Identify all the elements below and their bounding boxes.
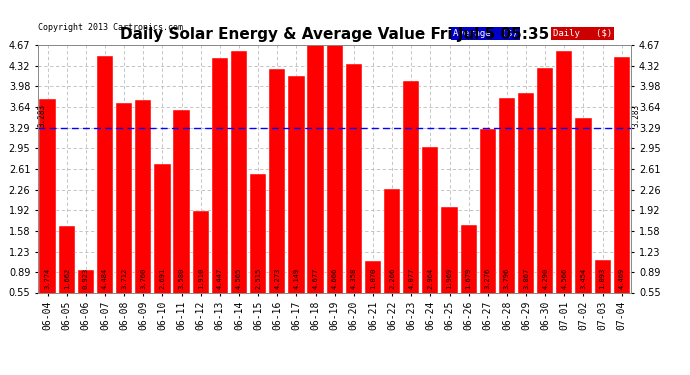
Text: 4.149: 4.149: [293, 268, 299, 290]
Text: 1.662: 1.662: [63, 268, 70, 290]
Bar: [365, 261, 381, 326]
Bar: [442, 207, 457, 326]
Text: 1.070: 1.070: [370, 268, 376, 290]
Bar: [575, 118, 591, 326]
Bar: [59, 226, 75, 326]
Text: 4.290: 4.290: [542, 268, 549, 290]
Bar: [155, 164, 170, 326]
Text: 4.677: 4.677: [313, 268, 319, 290]
Text: 2.964: 2.964: [427, 268, 433, 290]
Bar: [97, 56, 113, 326]
Bar: [39, 99, 56, 326]
Text: 2.266: 2.266: [389, 268, 395, 290]
Bar: [384, 189, 400, 326]
Bar: [326, 45, 343, 326]
Text: 4.565: 4.565: [236, 268, 242, 290]
Text: 1.969: 1.969: [446, 268, 453, 290]
Bar: [346, 64, 362, 326]
Text: 4.566: 4.566: [562, 268, 567, 290]
Bar: [518, 93, 534, 326]
Bar: [78, 270, 94, 326]
Text: 3.283: 3.283: [631, 104, 640, 127]
Text: 0.923: 0.923: [83, 268, 89, 290]
Bar: [307, 45, 324, 326]
Bar: [269, 69, 286, 326]
Title: Daily Solar Energy & Average Value Fri Jul 5 05:35: Daily Solar Energy & Average Value Fri J…: [120, 27, 549, 42]
Bar: [460, 225, 477, 326]
Bar: [116, 102, 132, 326]
Bar: [403, 81, 420, 326]
Text: 4.273: 4.273: [274, 268, 280, 290]
Text: 4.447: 4.447: [217, 268, 223, 290]
Text: 1.910: 1.910: [197, 268, 204, 290]
Bar: [595, 260, 611, 326]
Text: Copyright 2013 Cartronics.com: Copyright 2013 Cartronics.com: [38, 22, 183, 32]
Text: 3.760: 3.760: [140, 268, 146, 290]
Text: 3.867: 3.867: [523, 268, 529, 290]
Bar: [613, 57, 630, 326]
Bar: [422, 147, 439, 326]
Text: 2.515: 2.515: [255, 268, 261, 290]
Text: 3.454: 3.454: [580, 268, 586, 290]
Bar: [537, 68, 553, 326]
Bar: [173, 111, 190, 326]
Text: 4.077: 4.077: [408, 268, 414, 290]
Text: 4.666: 4.666: [332, 268, 337, 290]
Text: 3.276: 3.276: [485, 268, 491, 290]
Text: 3.712: 3.712: [121, 268, 127, 290]
Text: 4.358: 4.358: [351, 268, 357, 290]
Text: 3.580: 3.580: [179, 268, 184, 290]
Bar: [250, 174, 266, 326]
Text: 3.283: 3.283: [38, 104, 47, 127]
Bar: [193, 211, 209, 326]
Bar: [135, 100, 151, 326]
Bar: [556, 51, 573, 326]
Bar: [230, 51, 247, 326]
Text: Average  ($): Average ($): [453, 29, 518, 38]
Bar: [480, 129, 496, 326]
Text: Daily   ($): Daily ($): [553, 29, 612, 38]
Bar: [212, 58, 228, 326]
Text: 4.484: 4.484: [102, 268, 108, 290]
Text: 4.469: 4.469: [619, 268, 624, 290]
Text: 3.774: 3.774: [45, 268, 50, 290]
Bar: [499, 98, 515, 326]
Bar: [288, 76, 304, 326]
Text: 2.691: 2.691: [159, 268, 166, 290]
Text: 1.679: 1.679: [466, 268, 472, 290]
Text: 1.093: 1.093: [600, 268, 606, 290]
Text: 3.796: 3.796: [504, 268, 510, 290]
